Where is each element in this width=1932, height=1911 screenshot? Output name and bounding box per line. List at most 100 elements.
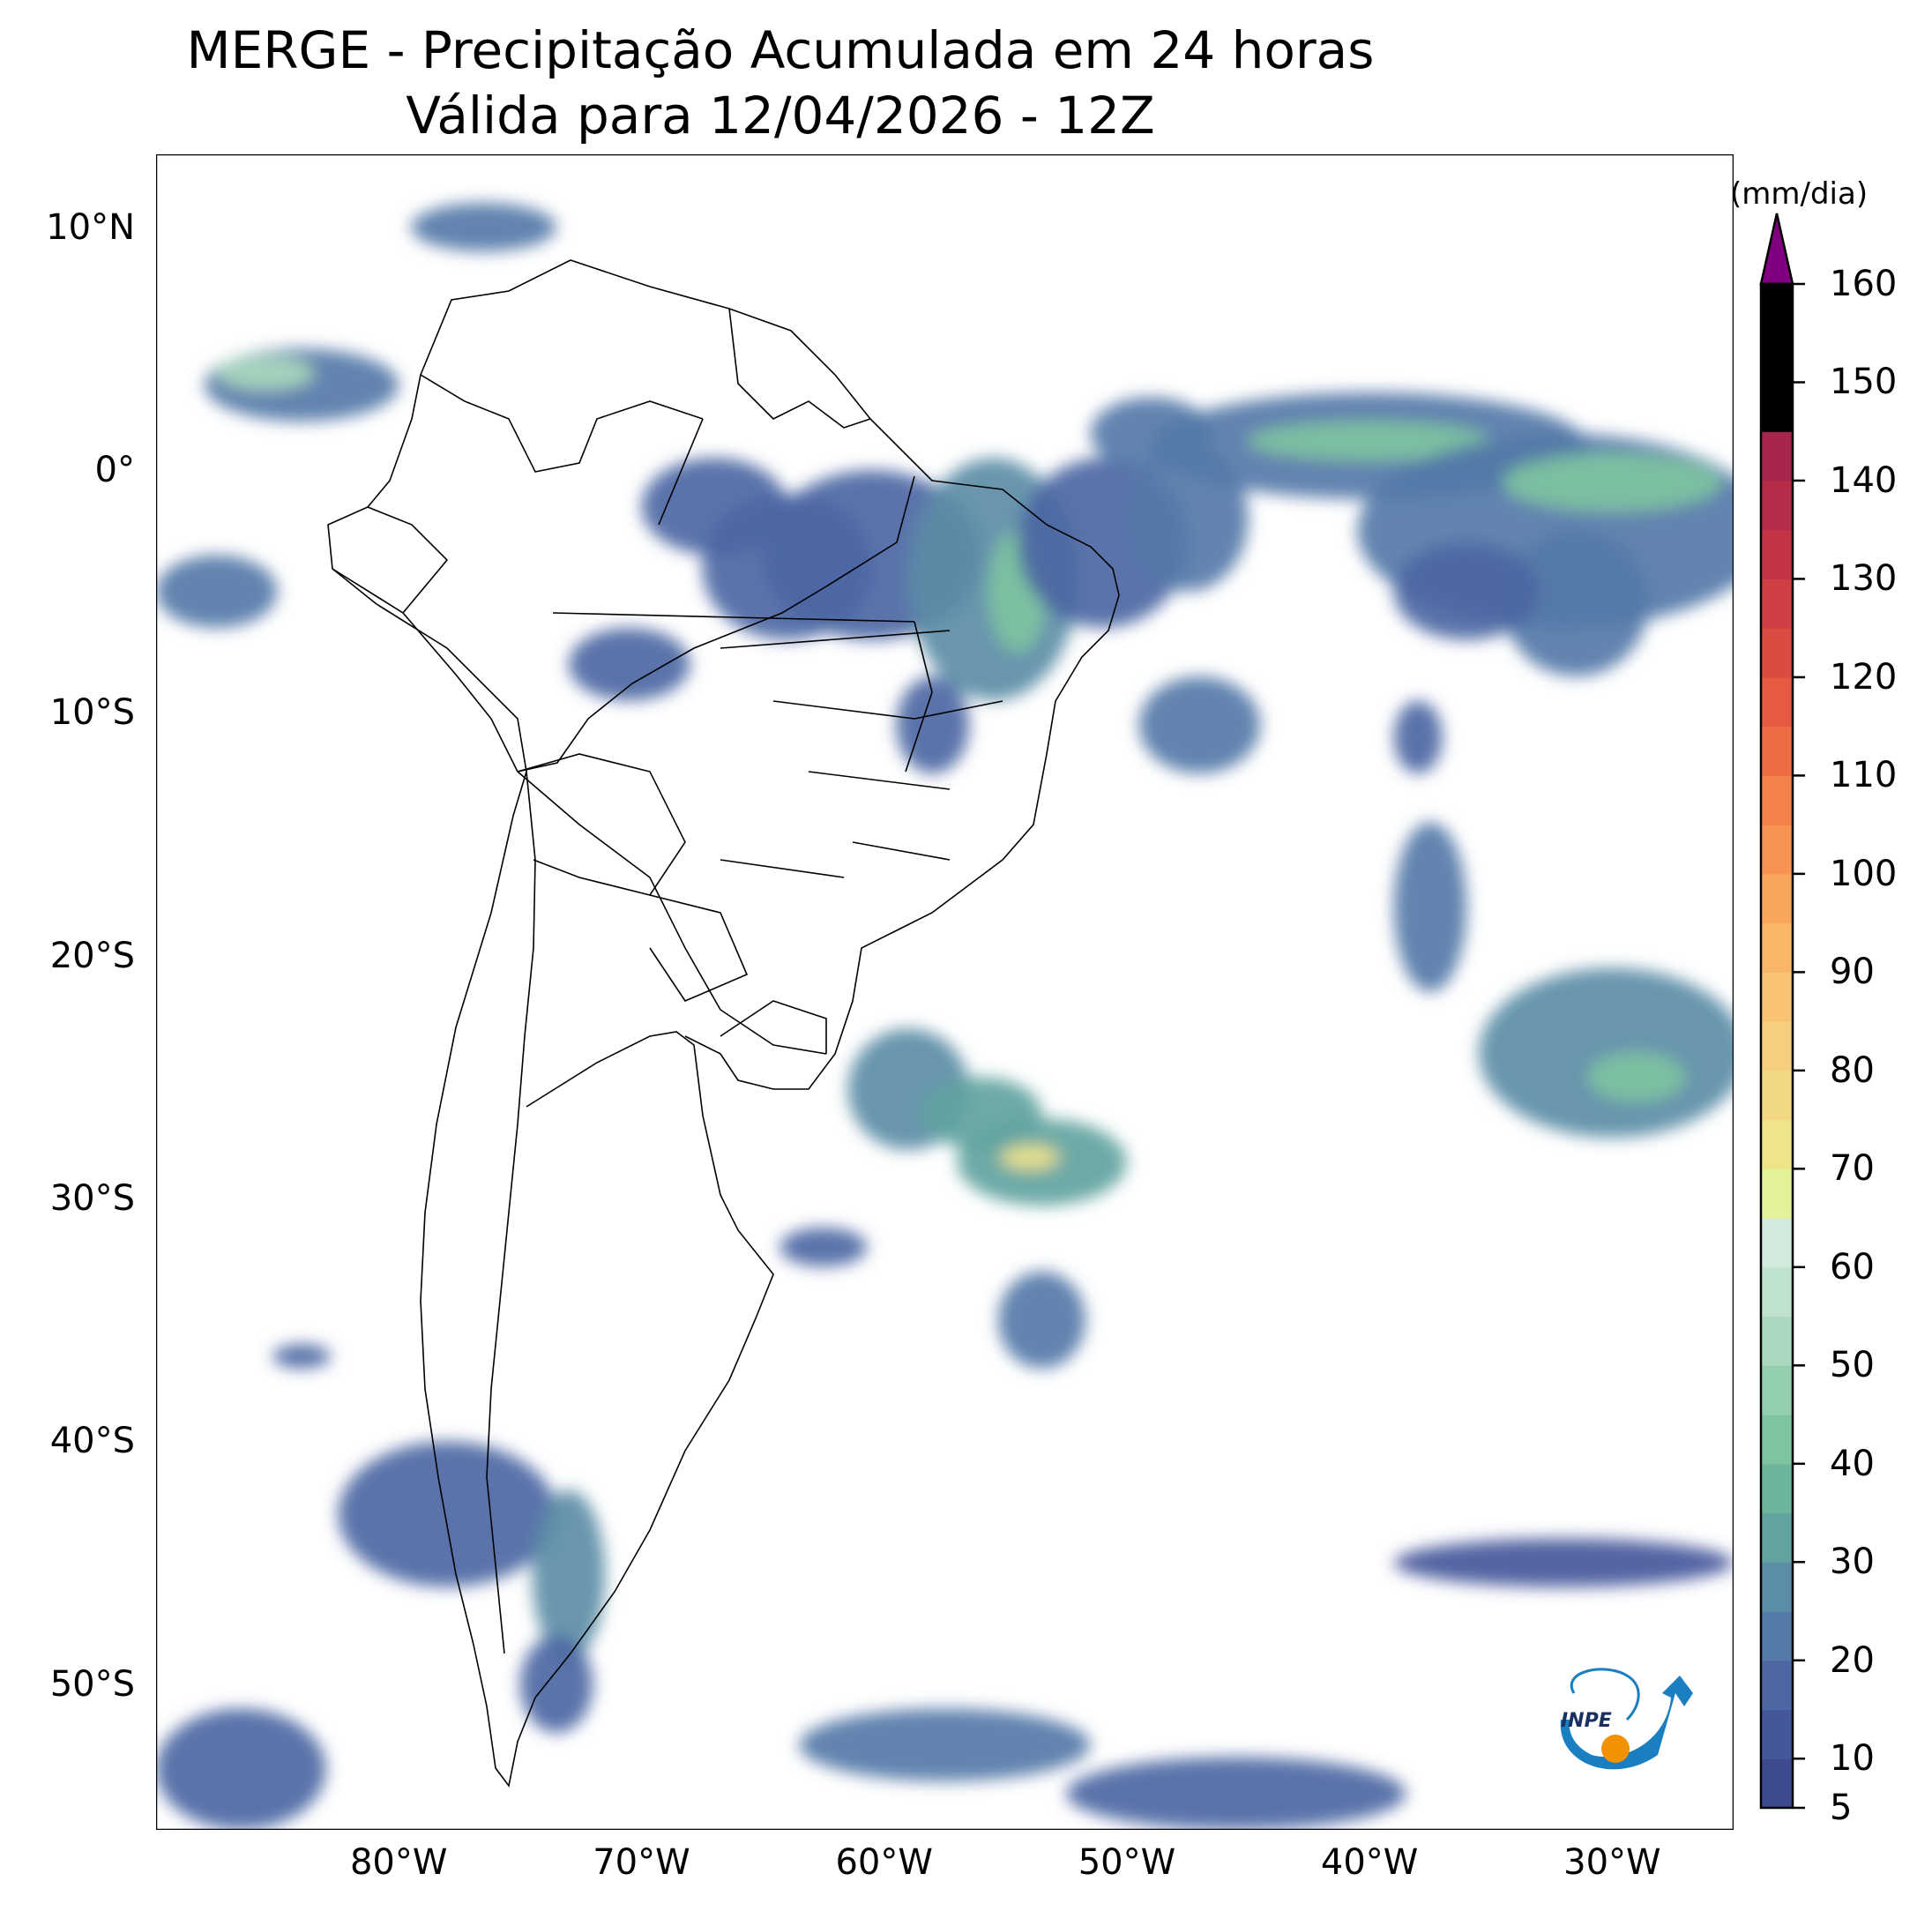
colorbar-band (1761, 1512, 1793, 1563)
border-uruguay (720, 1000, 827, 1054)
colorbar-tick-label: 70 (1830, 1148, 1875, 1190)
lat-label: 40°S (49, 1421, 135, 1462)
colorbar-band (1761, 775, 1793, 825)
colorbar-tick-label: 10 (1830, 1738, 1875, 1780)
border-amazon-states (552, 418, 951, 649)
colorbar-ticks (1793, 282, 1805, 1810)
precip-area-12 (1503, 530, 1649, 676)
colorbar-band (1761, 1415, 1793, 1465)
lat-label: 10°S (49, 692, 135, 734)
colorbar-band (1761, 1119, 1793, 1169)
lat-label: 10°N (46, 206, 135, 248)
colorbar-tick-label: 60 (1830, 1246, 1875, 1288)
colorbar-band (1761, 1709, 1793, 1759)
precip-area-32 (532, 1489, 606, 1661)
colorbar-tick-label: 90 (1830, 952, 1875, 993)
colorbar-band (1761, 972, 1793, 1022)
precip-area-20 (156, 555, 278, 628)
precip-area-22 (1393, 822, 1467, 992)
precip-area-13 (1393, 542, 1540, 640)
precip-area-38 (272, 1344, 332, 1369)
colorbar-extend-arrow (1759, 213, 1794, 286)
border-brazil-west (517, 475, 915, 773)
precip-area-17 (1393, 700, 1443, 774)
precip-area-37 (156, 1708, 326, 1830)
lat-label: 30°S (49, 1178, 135, 1220)
colorbar-tick-label: 140 (1830, 459, 1898, 501)
precip-area-28 (1000, 1145, 1059, 1170)
lon-label: 30°W (1563, 1842, 1661, 1883)
colorbar-band (1761, 726, 1793, 777)
border-chile-argentina (486, 771, 536, 1654)
border-andes-peru (332, 568, 518, 773)
precip-area-24 (1587, 1052, 1685, 1101)
colorbar-band (1761, 825, 1793, 875)
colorbar-band (1761, 628, 1793, 678)
precip-area-36 (1393, 1538, 1734, 1587)
colorbar-frame (1759, 282, 1794, 1810)
precip-area-21 (410, 203, 557, 252)
border-paraguay (649, 894, 749, 1002)
precipitation-layer (156, 203, 1734, 1830)
border-brazil-south (517, 771, 827, 1055)
colorbar-bands (1759, 213, 1794, 1810)
colorbar-tick-label: 50 (1830, 1345, 1875, 1386)
colorbar-tick-label: 130 (1830, 558, 1898, 600)
lat-label: 50°S (49, 1663, 135, 1705)
precip-area-34 (799, 1708, 1091, 1781)
colorbar-tick-label: 80 (1830, 1049, 1875, 1091)
border-colombia-venezuela (420, 374, 704, 473)
colorbar-tick-label: 100 (1830, 853, 1898, 894)
precip-area-9 (1248, 421, 1491, 460)
colorbar-band (1761, 1070, 1793, 1121)
colorbar-band (1761, 431, 1793, 481)
colorbar-band (1761, 676, 1793, 728)
colorbar-band (1761, 922, 1793, 973)
colorbar-band (1761, 382, 1793, 432)
country-borders (327, 259, 1120, 1788)
colorbar-tick-label: 5 (1830, 1788, 1853, 1828)
colorbar-band (1761, 1463, 1793, 1514)
south-america-coastline (327, 259, 1120, 1788)
colorbar-band (1761, 1316, 1793, 1366)
border-brazil-states (720, 621, 1003, 878)
colorbar-tick-label: 160 (1830, 264, 1898, 304)
precip-area-14 (1138, 676, 1261, 774)
lon-label: 70°W (593, 1842, 690, 1883)
colorbar-band (1761, 332, 1793, 384)
precip-area-31 (338, 1441, 557, 1587)
colorbar-band (1761, 284, 1793, 334)
lon-label: 60°W (835, 1842, 933, 1883)
lat-label: 20°S (49, 935, 135, 976)
precip-area-29 (780, 1228, 868, 1267)
border-guianas (728, 308, 871, 429)
precip-area-35 (1066, 1757, 1406, 1830)
colorbar-band (1761, 873, 1793, 924)
colorbar-tick-label: 30 (1830, 1541, 1875, 1583)
colorbar-band (1761, 529, 1793, 580)
lat-label: 0° (94, 449, 135, 490)
lon-label: 40°W (1320, 1842, 1419, 1883)
colorbar-band (1761, 480, 1793, 531)
colorbar-unit-label: (mm/dia) (1730, 176, 1869, 212)
map-title: MERGE - Precipitação Acumulada em 24 hor… (186, 20, 1375, 80)
precip-area-16 (568, 627, 690, 701)
border-ecuador (367, 506, 449, 614)
precip-area-33 (519, 1635, 593, 1733)
colorbar-tick-label: 20 (1830, 1639, 1875, 1681)
map-subtitle: Válida para 12/04/2026 - 12Z (406, 86, 1155, 146)
colorbar-band (1761, 1365, 1793, 1415)
colorbar-band (1761, 1021, 1793, 1071)
colorbar-band (1761, 1758, 1793, 1809)
colorbar-tick-label: 150 (1830, 362, 1898, 403)
colorbar-band (1761, 1168, 1793, 1219)
precip-area-11 (1503, 452, 1722, 511)
precip-area-19 (216, 355, 314, 391)
precipitation-map (156, 154, 1734, 1830)
colorbar-band (1761, 579, 1793, 629)
precip-area-30 (998, 1271, 1086, 1369)
inpe-logo: INPE (1560, 1668, 1693, 1770)
colorbar-tick-label: 110 (1830, 755, 1898, 796)
precip-area-15 (896, 676, 970, 774)
colorbar (1759, 213, 1805, 1810)
